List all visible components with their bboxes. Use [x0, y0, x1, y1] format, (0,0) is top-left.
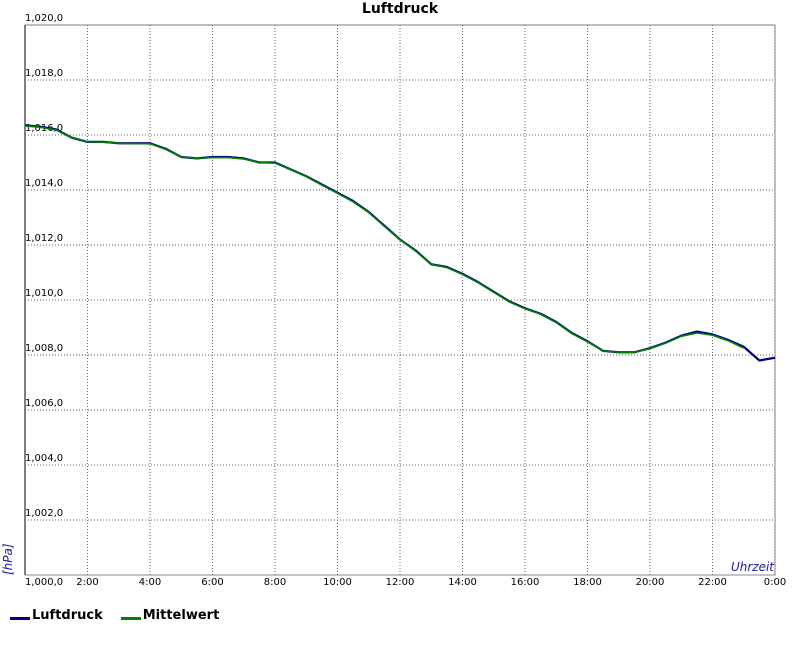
- series-line-mittelwert: [24, 125, 745, 354]
- x-tick-label: 6:00: [201, 577, 223, 588]
- x-tick-label: 18:00: [573, 577, 602, 588]
- legend-label-mittelwert: Mittelwert: [142, 608, 220, 623]
- x-tick-label: 20:00: [636, 577, 665, 588]
- y-tick-label: 1,004,0: [25, 453, 63, 464]
- y-tick-label: 1,000,0: [25, 577, 63, 588]
- x-tick-labels: 2:00 4:00 6:00 8:00 10:00 12:00 14:00 16:00 18:0…: [76, 577, 786, 588]
- y-tick-labels: 1,000,0 1,002,0 1,004,0 1,006,0 1,008,0 1,010…: [25, 13, 63, 588]
- x-tick-label: 10:00: [323, 577, 352, 588]
- x-tick-label: 22:00: [698, 577, 727, 588]
- grid-lines: [24, 24, 776, 576]
- x-tick-label: 8:00: [264, 577, 286, 588]
- y-tick-label: 1,018,0: [25, 68, 63, 79]
- y-tick-label: 1,010,0: [25, 288, 63, 299]
- legend-item-luftdruck: Luftdruck: [10, 608, 103, 623]
- y-axis-label: [hPa]: [1, 543, 15, 575]
- y-tick-label: 1,002,0: [25, 508, 63, 519]
- legend-item-mittelwert: Mittelwert: [120, 608, 220, 623]
- y-tick-label: 1,012,0: [25, 233, 63, 244]
- x-tick-label: 16:00: [511, 577, 540, 588]
- x-tick-label: 0:00: [764, 577, 786, 588]
- legend-swatch-luftdruck: [10, 617, 30, 620]
- chart-title: Luftdruck: [362, 1, 439, 17]
- x-tick-label: 4:00: [139, 577, 161, 588]
- y-tick-label: 1,008,0: [25, 343, 63, 354]
- y-tick-label: 1,006,0: [25, 398, 63, 409]
- legend-label-luftdruck: Luftdruck: [32, 608, 103, 623]
- legend: Luftdruck Mittelwert: [10, 608, 219, 623]
- x-tick-label: 12:00: [386, 577, 415, 588]
- y-tick-label: 1,020,0: [25, 13, 63, 24]
- series-lines: [24, 124, 776, 362]
- x-axis-label: Uhrzeit: [731, 560, 775, 574]
- legend-swatch-mittelwert: [120, 617, 141, 620]
- x-tick-label: 2:00: [76, 577, 98, 588]
- y-tick-label: 1,014,0: [25, 178, 63, 189]
- x-tick-label: 14:00: [448, 577, 477, 588]
